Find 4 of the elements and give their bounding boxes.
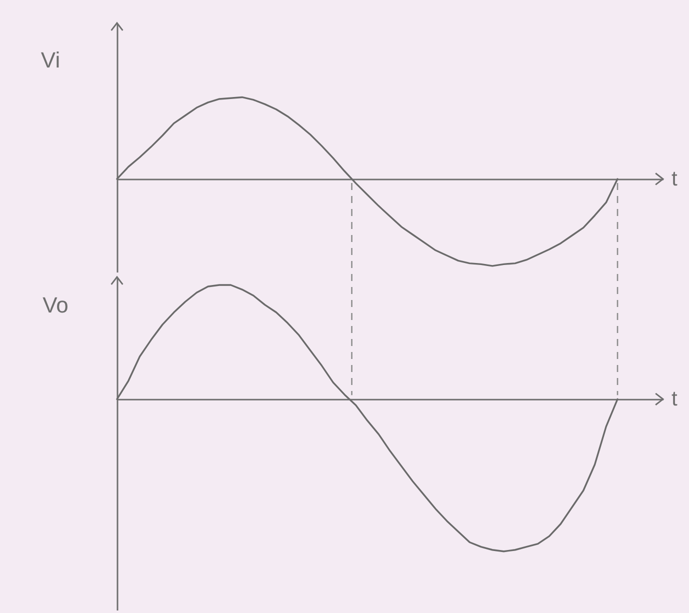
x-axis-title: t xyxy=(672,388,678,411)
y-axis-title: Vo xyxy=(42,292,68,318)
x-axis-title: t xyxy=(672,167,678,190)
y-axis-title: Vi xyxy=(40,48,60,72)
